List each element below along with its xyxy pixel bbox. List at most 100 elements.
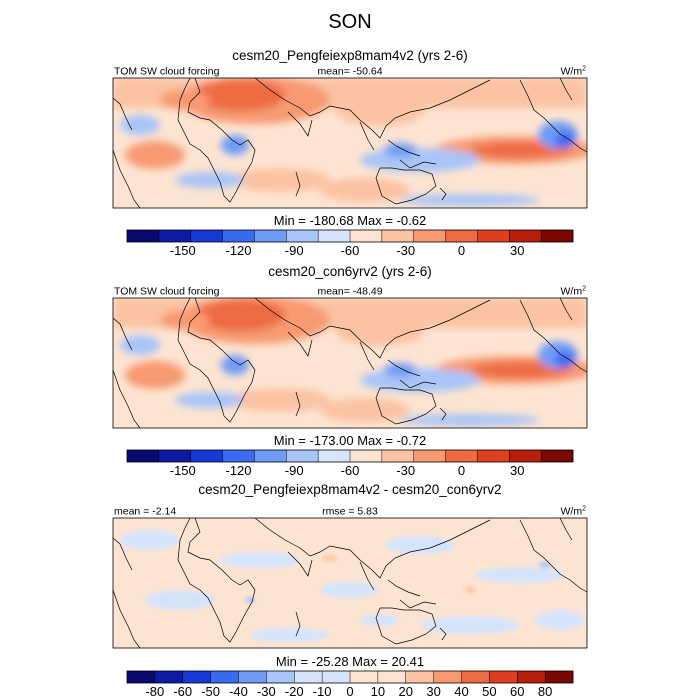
colorbar-swatch — [541, 450, 574, 462]
colorbar-tick-label: 30 — [426, 684, 440, 699]
coastline — [439, 407, 447, 421]
panel-1-center-label: mean= -50.64 — [317, 66, 382, 78]
colorbar-tick-label: -120 — [225, 243, 251, 258]
colorbar-swatch — [350, 230, 383, 242]
coastline — [177, 517, 256, 643]
coastline — [375, 387, 437, 425]
coastline — [112, 369, 141, 429]
colorbar-swatch — [381, 450, 415, 462]
colorbar-tick-label: 80 — [538, 684, 552, 699]
panel-3: cesm20_Pengfeiexp8mam4v2 - cesm20_con6yr… — [112, 482, 588, 699]
colorbar-swatch — [127, 230, 160, 242]
panel-2: cesm20_con6yrv2 (yrs 2-6) TOM SW cloud f… — [112, 264, 588, 478]
coastline — [112, 537, 133, 571]
coastline — [559, 77, 573, 101]
panel-1-units: W/m2 — [561, 66, 587, 78]
colorbar-swatch — [318, 230, 351, 242]
coastline — [387, 359, 421, 377]
colorbar-swatch — [286, 230, 319, 242]
colorbar-tick-label: -10 — [313, 684, 332, 699]
panel-1-map — [113, 78, 587, 208]
colorbar-swatch — [222, 230, 255, 242]
panel-3-coastlines — [112, 517, 588, 649]
coastline — [287, 551, 313, 577]
colorbar-swatch — [182, 671, 211, 683]
colorbar-tick-label: 50 — [482, 684, 496, 699]
panel-3-colorbar: -80 -60 -50 -40 -30 -20 -10 0 10 20 30 40 50 60 80 — [126, 670, 574, 699]
colorbar-swatch — [517, 671, 546, 683]
colorbar-tick-label: 20 — [399, 684, 413, 699]
colorbar-swatch — [413, 230, 446, 242]
coastline — [439, 187, 447, 201]
colorbar-swatch — [433, 671, 462, 683]
colorbar-swatch — [322, 671, 351, 683]
panel-1-colorbar: -150 -120 -90 -60 -30 0 30 — [126, 229, 574, 258]
colorbar-tick-label: 0 — [346, 684, 353, 699]
coastline — [254, 77, 491, 139]
colorbar-frame — [126, 229, 574, 243]
colorbar-swatch — [158, 230, 192, 242]
colorbar-swatch — [254, 230, 287, 242]
colorbar-tick-label: -80 — [145, 684, 164, 699]
colorbar-tick-label: -60 — [341, 463, 360, 478]
colorbar-swatch — [445, 230, 478, 242]
colorbar-swatch — [127, 450, 160, 462]
coastline — [519, 299, 588, 373]
colorbar-swatch — [509, 450, 542, 462]
colorbar-swatch — [266, 671, 295, 683]
colorbar-swatch — [477, 450, 510, 462]
colorbar-swatch — [545, 671, 574, 683]
colorbar-tick-label: 40 — [454, 684, 468, 699]
colorbar-tick-label: -60 — [341, 243, 360, 258]
coastline — [254, 517, 491, 579]
coastline — [295, 391, 301, 417]
colorbar-tick-label: -90 — [285, 243, 304, 258]
colorbar-swatch — [222, 450, 255, 462]
panel-2-title: cesm20_con6yrv2 (yrs 2-6) — [268, 264, 432, 279]
colorbar-tick-label: -50 — [201, 684, 220, 699]
colorbar-tick-label: -150 — [170, 463, 196, 478]
panel-2-map — [113, 298, 587, 428]
colorbar-swatch — [405, 671, 434, 683]
coastline — [399, 159, 437, 169]
panel-2-center-label: mean= -48.49 — [317, 286, 382, 298]
coastline — [375, 607, 437, 645]
coastline — [112, 97, 133, 131]
coastline — [177, 297, 256, 423]
colorbar-tick-label: -30 — [396, 463, 415, 478]
colorbar-swatch — [318, 450, 351, 462]
coastline — [375, 167, 437, 205]
colorbar-swatch — [294, 671, 323, 683]
colorbar-frame — [126, 449, 574, 463]
colorbar-tick-label: 0 — [458, 243, 465, 258]
coastline — [295, 611, 301, 637]
colorbar-swatch — [350, 450, 383, 462]
coastline — [112, 149, 141, 209]
colorbar-swatch — [541, 230, 574, 242]
panel-1-left-label: TOM SW cloud forcing — [114, 66, 220, 78]
colorbar-swatch — [238, 671, 267, 683]
coastline — [519, 79, 588, 153]
colorbar-swatch — [477, 230, 510, 242]
colorbar-frame — [126, 670, 574, 684]
colorbar-tick-label: -40 — [229, 684, 248, 699]
coastline — [359, 121, 375, 151]
colorbar-swatch — [377, 671, 407, 683]
colorbar-tick-label: 10 — [371, 684, 385, 699]
coastline — [177, 77, 256, 203]
panel-3-title: cesm20_Pengfeiexp8mam4v2 - cesm20_con6yr… — [198, 482, 501, 497]
panel-3-units: W/m2 — [561, 506, 587, 518]
colorbar-tick-label: 0 — [458, 463, 465, 478]
colorbar-swatch — [413, 450, 446, 462]
panel-1-coastlines — [112, 77, 588, 209]
panel-3-left-label: mean = -2.14 — [114, 506, 176, 518]
page-title: SON — [328, 11, 371, 33]
panel-3-map — [113, 518, 587, 648]
colorbar-swatch — [445, 450, 478, 462]
panel-2-units: W/m2 — [561, 286, 587, 298]
colorbar-swatch — [254, 450, 287, 462]
colorbar-tick-label: -120 — [225, 463, 251, 478]
panel-2-colorbar: -150 -120 -90 -60 -30 0 30 — [126, 449, 574, 478]
coastline — [399, 379, 437, 389]
coastline — [112, 589, 141, 649]
